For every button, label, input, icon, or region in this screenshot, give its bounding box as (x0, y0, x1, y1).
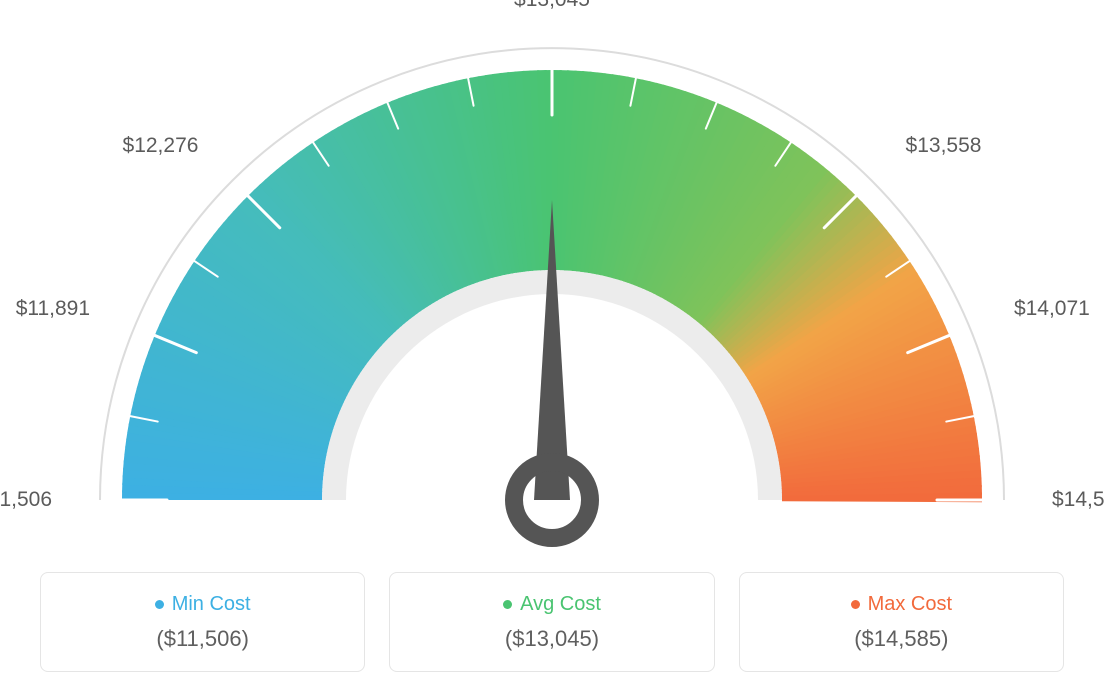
scale-label: $11,506 (0, 488, 52, 512)
gauge-area: $11,506 $11,891 $12,276 $13,045 $13,558 $14,0… (0, 0, 1104, 560)
max-dot (851, 600, 860, 609)
cost-gauge-chart: $11,506 $11,891 $12,276 $13,045 $13,558 $14,0… (0, 0, 1104, 690)
min-title: Min Cost (172, 593, 251, 616)
min-value: ($11,506) (156, 626, 249, 652)
max-value: ($14,585) (854, 626, 948, 652)
avg-dot (503, 600, 512, 609)
scale-label: $14,071 (1014, 297, 1090, 321)
avg-title: Avg Cost (520, 593, 601, 616)
scale-label: $14,585 (1052, 488, 1104, 512)
legend-card-avg: Avg Cost ($13,045) (389, 572, 714, 672)
min-dot (155, 600, 164, 609)
legend-card-max: Max Cost ($14,585) (739, 572, 1064, 672)
scale-label: $13,045 (507, 0, 597, 12)
gauge-svg (0, 0, 1104, 560)
legend-card-min: Min Cost ($11,506) (40, 572, 365, 672)
legend-row: Min Cost ($11,506) Avg Cost ($13,045) Ma… (0, 572, 1104, 672)
max-title: Max Cost (868, 593, 952, 616)
avg-value: ($13,045) (505, 626, 599, 652)
scale-label: $12,276 (118, 134, 198, 158)
scale-label: $11,891 (10, 297, 90, 321)
scale-label: $13,558 (906, 134, 982, 158)
